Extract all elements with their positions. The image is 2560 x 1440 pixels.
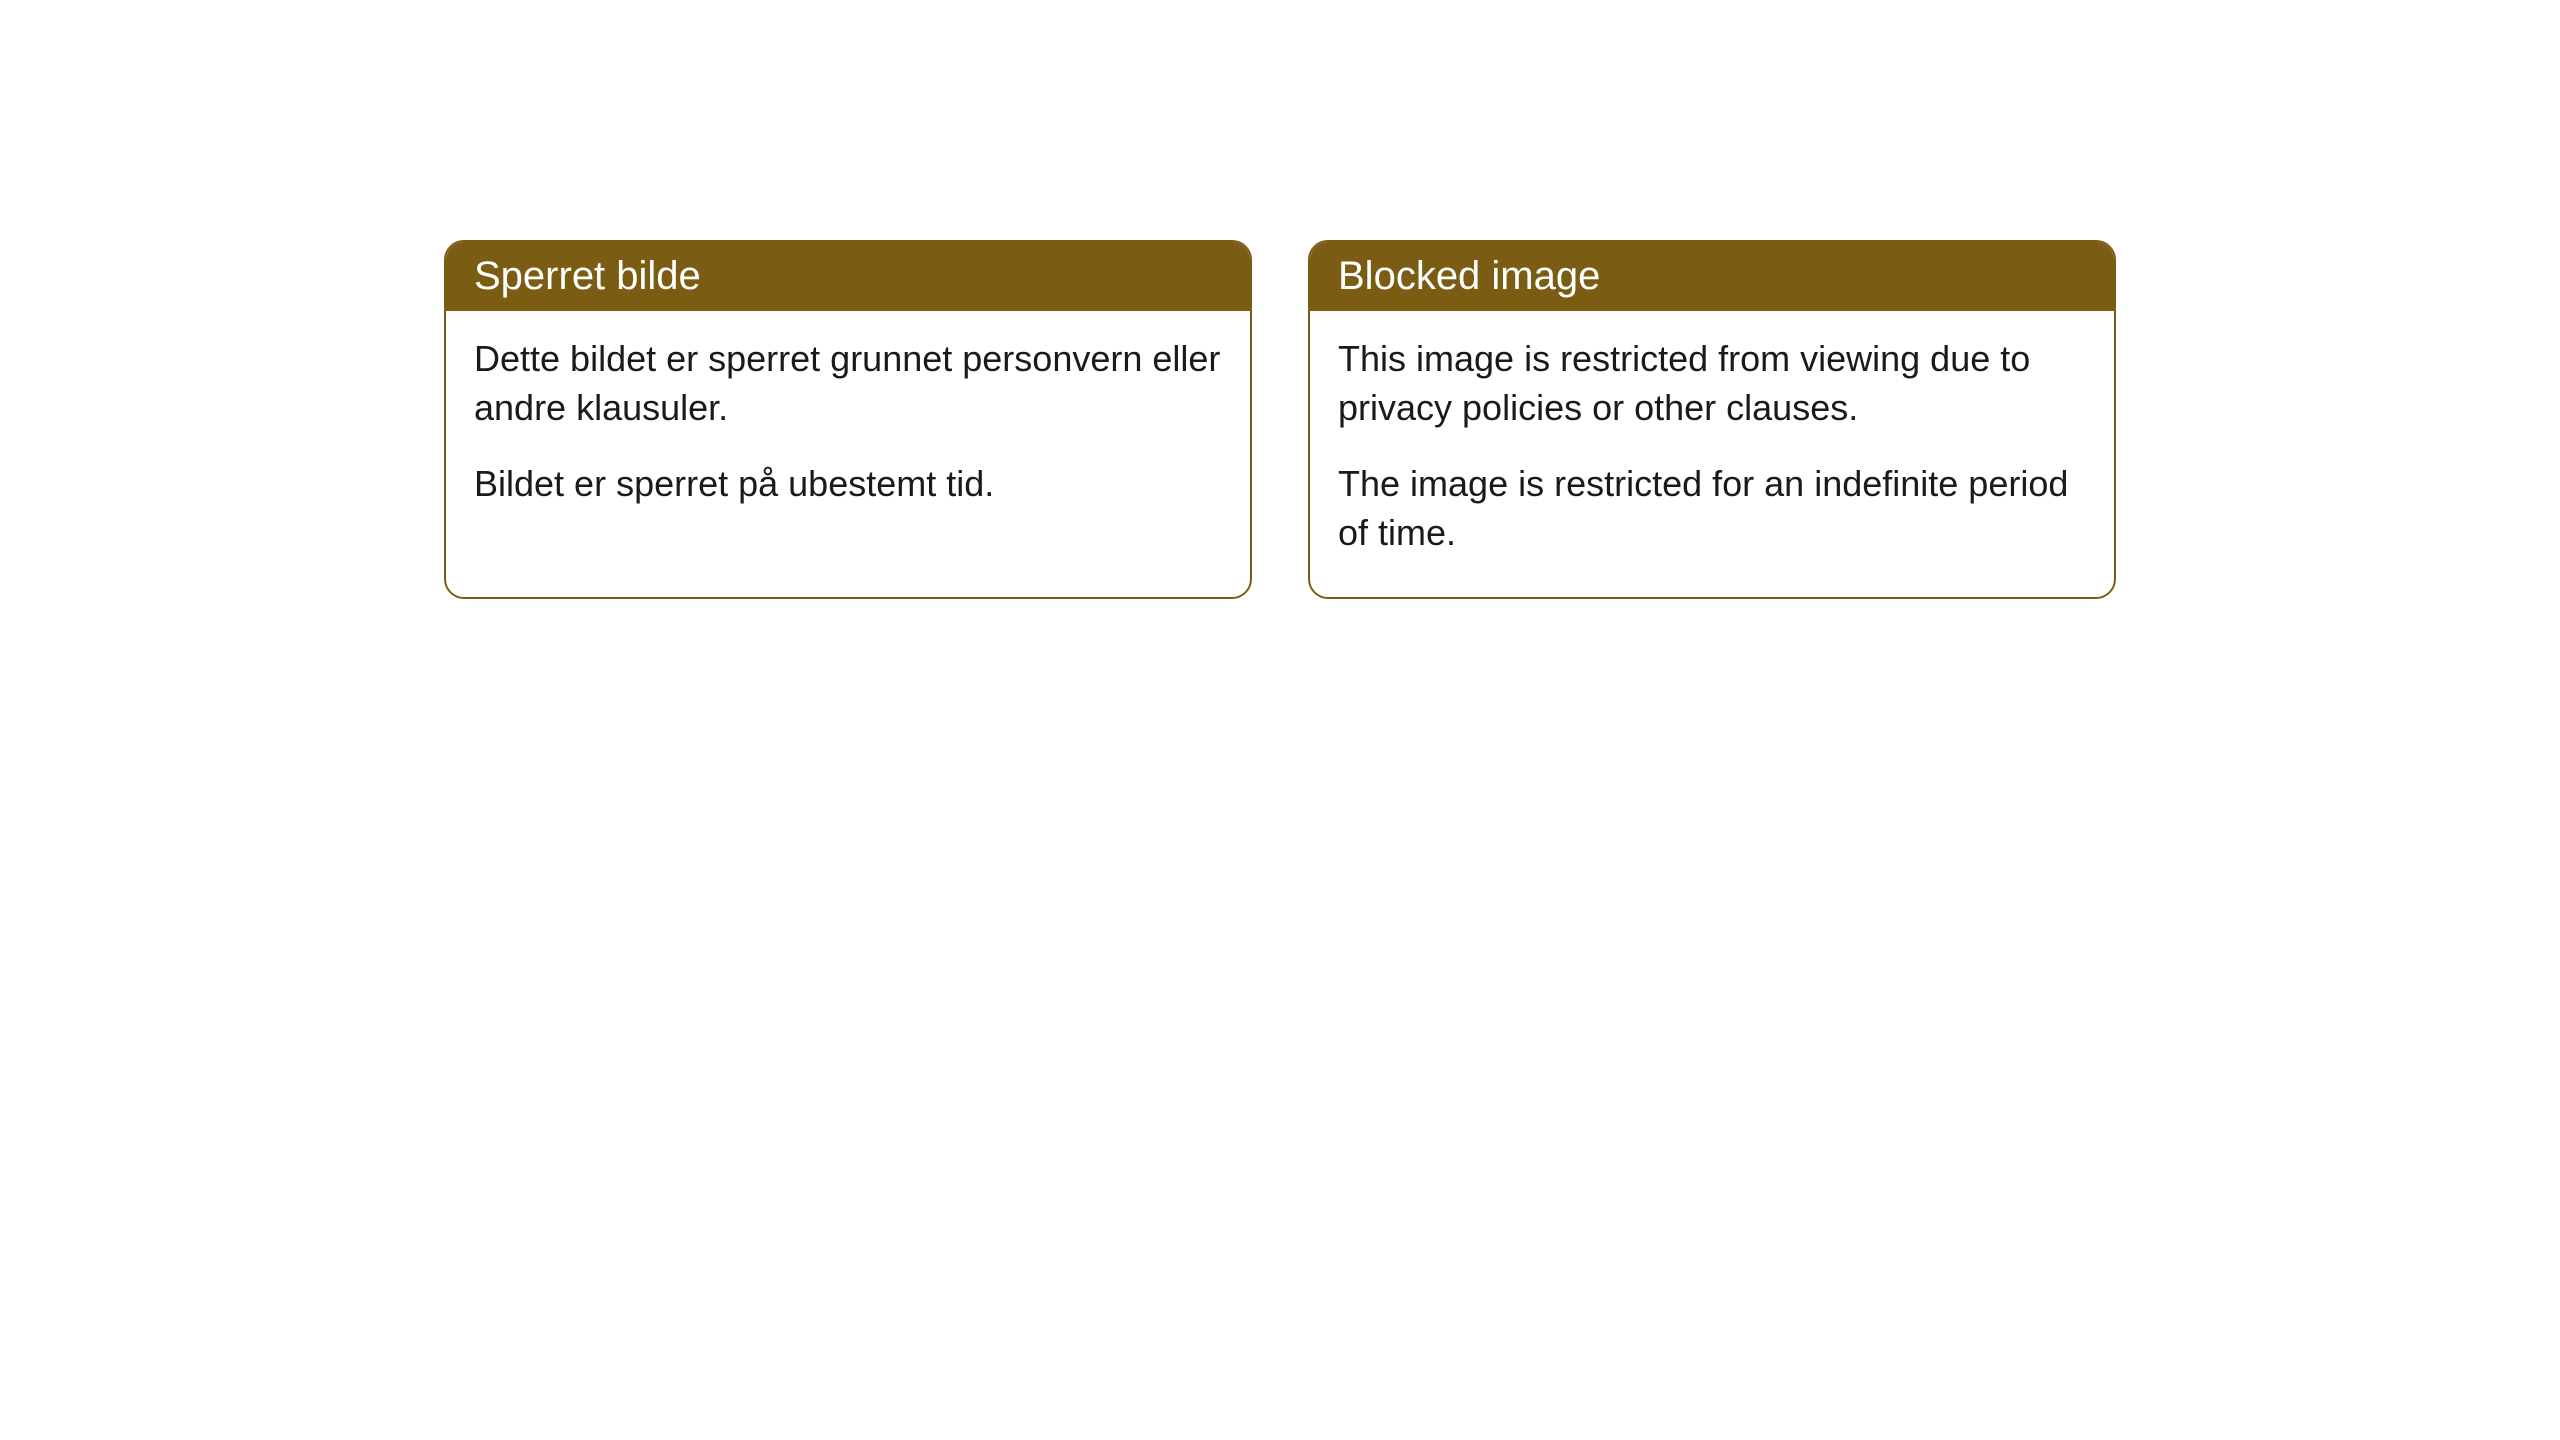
card-header: Sperret bilde [446,242,1250,311]
card-paragraph-2: Bildet er sperret på ubestemt tid. [474,460,1222,509]
card-paragraph-1: Dette bildet er sperret grunnet personve… [474,335,1222,432]
notice-card-english: Blocked image This image is restricted f… [1308,240,2116,599]
notice-card-norwegian: Sperret bilde Dette bildet er sperret gr… [444,240,1252,599]
card-body: This image is restricted from viewing du… [1310,311,2114,597]
card-paragraph-1: This image is restricted from viewing du… [1338,335,2086,432]
card-title: Blocked image [1338,254,1600,298]
card-header: Blocked image [1310,242,2114,311]
card-body: Dette bildet er sperret grunnet personve… [446,311,1250,549]
card-title: Sperret bilde [474,254,701,298]
notice-cards-container: Sperret bilde Dette bildet er sperret gr… [444,240,2116,599]
card-paragraph-2: The image is restricted for an indefinit… [1338,460,2086,557]
